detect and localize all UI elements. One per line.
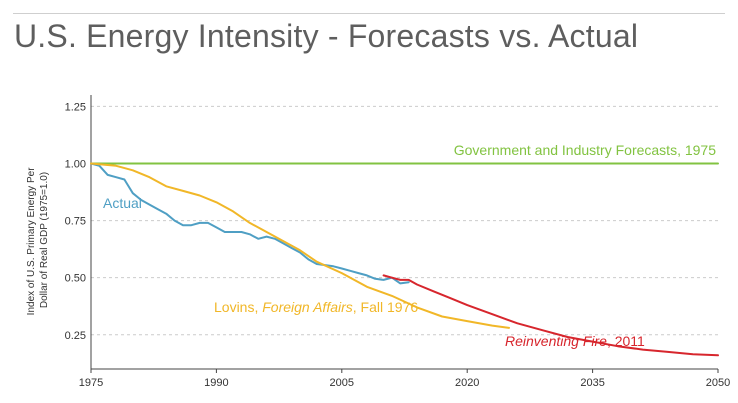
y-tick-label: 1.25 [65, 101, 86, 113]
x-tick-label: 1975 [79, 377, 103, 389]
label-part: , Fall 1976 [353, 299, 419, 315]
label-government-forecast: Government and Industry Forecasts, 1975 [454, 142, 716, 158]
x-tick-label: 2050 [706, 377, 730, 389]
y-tick-label: 0.25 [65, 330, 86, 342]
label-lovins: Lovins, Foreign Affairs, Fall 1976 [214, 299, 418, 315]
x-tick-label: 2035 [580, 377, 604, 389]
y-tick-label: 0.75 [65, 216, 86, 228]
label-part: Lovins, [214, 299, 262, 315]
axes [90, 95, 718, 370]
label-part: Reinventing Fire [505, 333, 607, 349]
label-reinventing-fire: Reinventing Fire, 2011 [505, 333, 645, 349]
y-axis-label-line-2: Dollar of Real GDP (1975=1.0) [39, 172, 50, 308]
x-tick-label: 2020 [455, 377, 479, 389]
top-rule [13, 13, 725, 14]
series-lines [90, 162, 719, 357]
y-tick-label: 0.50 [65, 273, 86, 285]
series-labels: Government and Industry Forecasts, 1975 … [103, 142, 716, 349]
y-ticks: 0.25 0.50 0.75 1.00 1.25 [65, 101, 86, 341]
x-tick-label: 1990 [204, 377, 228, 389]
label-part: , 2011 [607, 333, 645, 349]
label-part: Foreign Affairs [262, 299, 353, 315]
chart-title: U.S. Energy Intensity - Forecasts vs. Ac… [14, 18, 639, 54]
y-axis-label: Index of U.S. Primary Energy Per Dollar … [26, 165, 50, 316]
series-line-lovins-foreign-affairs-fall-1976 [90, 162, 510, 329]
x-tick-label: 2005 [330, 377, 354, 389]
y-axis-label-line-1: Index of U.S. Primary Energy Per [26, 167, 37, 316]
series-line-reinventing-fire-2011 [382, 274, 719, 357]
y-tick-label: 1.00 [65, 159, 86, 171]
label-actual: Actual [103, 195, 142, 211]
series-line-actual [90, 162, 410, 285]
x-ticks: 1975 1990 2005 2020 2035 2050 [79, 369, 730, 389]
